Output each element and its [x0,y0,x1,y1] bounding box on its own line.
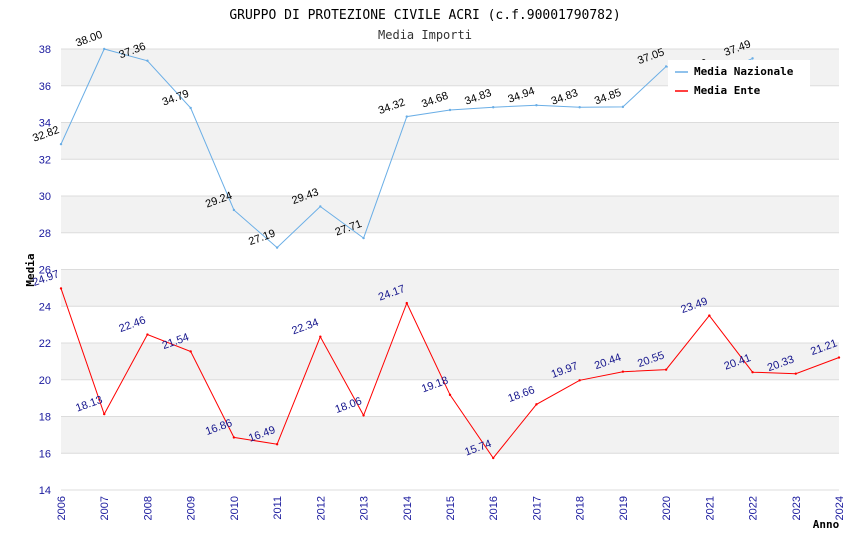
legend-label-media-ente: Media Ente [694,84,761,97]
data-point [232,436,236,439]
x-tick-label: 2015 [445,496,457,520]
data-point [621,105,625,109]
data-label: 38.00 [74,29,104,50]
data-point [751,57,754,60]
y-axis-ticks: 14 16 18 20 22 24 26 28 30 32 34 36 38 [39,44,51,497]
data-point [275,443,279,446]
data-point [621,370,625,373]
y-tick-label: 20 [39,375,51,387]
y-tick-label: 28 [39,228,51,240]
data-point [275,246,279,249]
data-point [103,47,106,51]
y-tick-label: 18 [39,412,51,424]
data-point [708,314,711,317]
x-tick-label: 2011 [272,496,284,520]
plot-band [61,416,839,454]
x-tick-label: 2018 [575,496,587,520]
series-lines [59,47,841,460]
data-point [405,115,408,118]
plot-band [61,379,839,417]
data-point [59,142,63,146]
horizontal-gridlines [61,48,839,491]
data-label: 32.82 [31,124,61,145]
x-axis-label: Anno [813,518,840,531]
plot-band [61,343,839,380]
x-tick-label: 2010 [229,496,241,520]
plot-background-bands [61,49,839,490]
data-point [492,456,495,460]
y-tick-label: 38 [39,44,51,56]
x-axis-ticks: 2006 2007 2008 2009 2010 2011 2012 2013 2014 2015… [56,496,846,520]
y-tick-label: 34 [39,118,51,130]
data-point [189,106,192,110]
x-tick-label: 2022 [748,496,760,520]
x-tick-label: 2012 [315,496,327,520]
y-tick-label: 22 [39,338,51,350]
data-point [319,205,322,208]
x-tick-label: 2021 [704,496,716,520]
y-tick-label: 30 [39,191,51,203]
x-tick-label: 2009 [186,496,198,520]
plot-band [61,159,839,196]
x-tick-label: 2017 [531,496,543,520]
data-point [578,106,581,109]
plot-band [61,196,839,233]
chart-title: GRUPPO DI PROTEZIONE CIVILE ACRI (c.f.90… [229,8,620,23]
y-axis-label: Media [24,253,37,286]
data-point [232,208,236,212]
x-tick-label: 2016 [488,496,500,520]
y-tick-label: 14 [39,485,51,497]
plot-band [61,269,839,307]
data-point [535,104,538,107]
plot-band [61,232,839,270]
data-point [492,106,495,109]
data-point [664,65,668,68]
data-point [578,379,581,382]
y-tick-label: 16 [39,448,51,460]
x-tick-label: 2007 [99,496,111,520]
data-point [362,414,365,417]
data-point [146,59,149,62]
y-tick-label: 32 [39,154,51,166]
data-point [535,403,538,406]
data-point [448,108,452,112]
x-tick-label: 2019 [618,496,630,520]
plot-band [61,453,839,490]
y-tick-label: 26 [39,265,51,277]
data-point [189,350,192,353]
data-point [405,301,408,305]
data-point [837,356,841,359]
legend: Media Nazionale Media Ente [668,60,810,104]
x-tick-label: 2013 [359,496,371,520]
data-point [664,368,668,371]
plot-band [61,306,839,343]
x-tick-label: 2023 [791,496,803,520]
y-tick-label: 36 [39,81,51,93]
x-tick-label: 2006 [56,496,68,520]
data-point [59,287,63,290]
y-tick-label: 24 [39,301,51,313]
legend-box [668,60,810,104]
data-point [319,335,322,338]
x-tick-label: 2014 [402,496,414,520]
chart-subtitle: Media Importi [378,28,472,42]
data-point [103,412,106,416]
data-point [146,333,149,336]
data-point [448,393,452,397]
data-point [751,371,754,374]
x-tick-label: 2008 [142,496,154,520]
x-tick-label: 2024 [834,496,846,520]
plot-band [61,122,839,160]
x-tick-label: 2020 [661,496,673,520]
legend-label-media-nazionale: Media Nazionale [694,65,794,78]
data-point [362,236,365,240]
data-point [794,372,797,375]
